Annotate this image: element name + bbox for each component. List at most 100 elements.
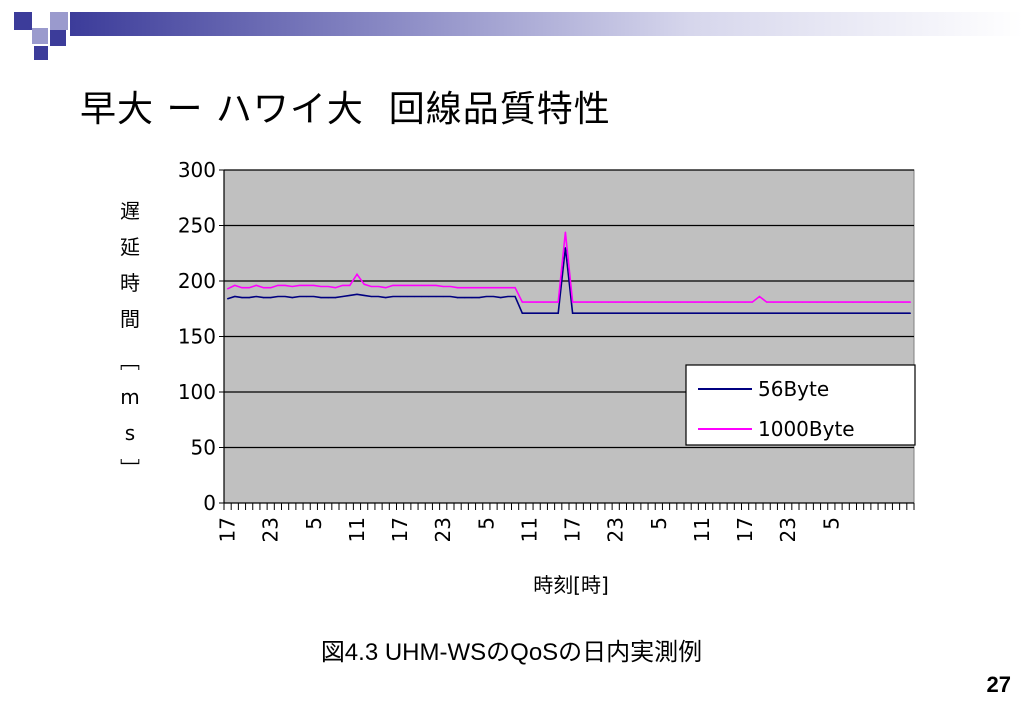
data-point-1000Byte bbox=[852, 301, 854, 303]
data-point-1000Byte bbox=[435, 284, 437, 287]
data-point-56Byte bbox=[852, 312, 854, 314]
data-point-1000Byte bbox=[543, 301, 545, 303]
data-point-56Byte bbox=[600, 312, 602, 314]
data-point-56Byte bbox=[787, 312, 789, 314]
x-tick-label: 11 bbox=[345, 517, 369, 542]
y-tick-label-100: 100 bbox=[178, 380, 216, 404]
decor-square-4 bbox=[50, 30, 66, 46]
data-point-56Byte bbox=[485, 295, 487, 298]
data-point-1000Byte bbox=[629, 301, 631, 303]
x-axis-label: 時刻[時] bbox=[533, 573, 609, 597]
data-point-56Byte bbox=[701, 312, 703, 314]
data-point-1000Byte bbox=[651, 301, 653, 303]
data-point-56Byte bbox=[794, 312, 797, 314]
data-point-1000Byte bbox=[794, 301, 797, 303]
data-point-56Byte bbox=[586, 312, 588, 314]
series-line-56Byte bbox=[227, 247, 911, 315]
data-point-1000Byte bbox=[816, 301, 818, 303]
data-point-56Byte bbox=[478, 297, 480, 299]
data-point-1000Byte bbox=[622, 301, 624, 303]
data-point-1000Byte bbox=[708, 301, 710, 303]
y-tick-label-150: 150 bbox=[178, 325, 216, 349]
data-point-1000Byte bbox=[514, 287, 516, 289]
x-tick-label: 17 bbox=[388, 517, 412, 542]
data-point-1000Byte bbox=[758, 295, 761, 298]
data-point-56Byte bbox=[651, 312, 653, 314]
data-point-56Byte bbox=[881, 312, 883, 314]
data-point-1000Byte bbox=[845, 301, 847, 303]
data-point-1000Byte bbox=[615, 301, 617, 303]
data-point-56Byte bbox=[377, 295, 380, 298]
data-point-56Byte bbox=[751, 312, 753, 314]
data-point-56Byte bbox=[327, 297, 329, 299]
data-point-1000Byte bbox=[909, 301, 912, 303]
data-point-56Byte bbox=[615, 312, 617, 314]
data-point-1000Byte bbox=[241, 287, 243, 289]
data-point-1000Byte bbox=[370, 285, 372, 288]
data-point-56Byte bbox=[730, 312, 732, 314]
data-point-1000Byte bbox=[737, 301, 739, 303]
x-tick-label: 17 bbox=[733, 517, 757, 542]
data-point-1000Byte bbox=[859, 301, 861, 303]
data-point-56Byte bbox=[500, 297, 502, 299]
data-point-56Byte bbox=[722, 312, 725, 314]
x-tick-label: 17 bbox=[561, 517, 585, 542]
data-point-56Byte bbox=[773, 312, 775, 314]
x-tick-label: 17 bbox=[216, 517, 240, 542]
data-point-1000Byte bbox=[744, 301, 746, 303]
header-gradient-bar bbox=[70, 12, 1023, 36]
data-point-56Byte bbox=[291, 297, 293, 299]
data-point-56Byte bbox=[334, 297, 337, 299]
data-point-56Byte bbox=[629, 312, 631, 314]
x-tick-label: 23 bbox=[259, 517, 283, 542]
data-point-1000Byte bbox=[500, 287, 502, 289]
data-point-1000Byte bbox=[571, 301, 574, 303]
data-point-56Byte bbox=[694, 312, 696, 314]
data-point-56Byte bbox=[536, 312, 538, 314]
data-point-1000Byte bbox=[830, 301, 832, 303]
data-point-1000Byte bbox=[557, 301, 559, 303]
data-point-1000Byte bbox=[349, 284, 351, 287]
data-point-1000Byte bbox=[334, 287, 337, 289]
data-point-56Byte bbox=[421, 295, 423, 298]
data-point-1000Byte bbox=[751, 301, 753, 303]
data-point-56Byte bbox=[780, 312, 782, 314]
data-point-56Byte bbox=[298, 295, 301, 298]
data-point-56Byte bbox=[313, 295, 315, 298]
figure-caption: 図4.3 UHM-WSのQoSの日内実測例 bbox=[320, 639, 703, 666]
data-point-1000Byte bbox=[593, 301, 595, 303]
data-point-56Byte bbox=[744, 312, 746, 314]
data-point-1000Byte bbox=[363, 283, 365, 285]
data-point-1000Byte bbox=[658, 301, 660, 303]
x-tick-label: 11 bbox=[690, 517, 714, 542]
data-point-1000Byte bbox=[672, 301, 674, 303]
data-point-56Byte bbox=[370, 295, 372, 298]
data-point-1000Byte bbox=[277, 284, 279, 287]
data-point-56Byte bbox=[837, 312, 840, 314]
data-point-1000Byte bbox=[665, 301, 667, 303]
data-point-56Byte bbox=[270, 297, 272, 299]
data-point-1000Byte bbox=[471, 287, 473, 289]
data-point-1000Byte bbox=[385, 287, 387, 289]
data-point-56Byte bbox=[758, 312, 761, 314]
data-point-56Byte bbox=[262, 297, 265, 299]
data-point-56Byte bbox=[571, 312, 574, 314]
data-point-56Byte bbox=[255, 295, 257, 298]
data-point-56Byte bbox=[593, 312, 595, 314]
data-point-1000Byte bbox=[730, 301, 732, 303]
data-point-56Byte bbox=[507, 295, 509, 298]
data-point-56Byte bbox=[708, 312, 710, 314]
y-tick-label-250: 250 bbox=[178, 214, 216, 238]
data-point-1000Byte bbox=[270, 287, 272, 289]
data-point-1000Byte bbox=[766, 301, 768, 303]
data-point-1000Byte bbox=[421, 284, 423, 287]
data-point-56Byte bbox=[406, 295, 408, 298]
data-point-1000Byte bbox=[636, 301, 638, 303]
data-point-56Byte bbox=[809, 312, 811, 314]
data-point-1000Byte bbox=[356, 273, 358, 275]
data-point-56Byte bbox=[464, 297, 466, 299]
data-point-1000Byte bbox=[722, 301, 725, 303]
legend-label-1000Byte: 1000Byte bbox=[758, 417, 855, 441]
data-point-1000Byte bbox=[248, 287, 250, 289]
